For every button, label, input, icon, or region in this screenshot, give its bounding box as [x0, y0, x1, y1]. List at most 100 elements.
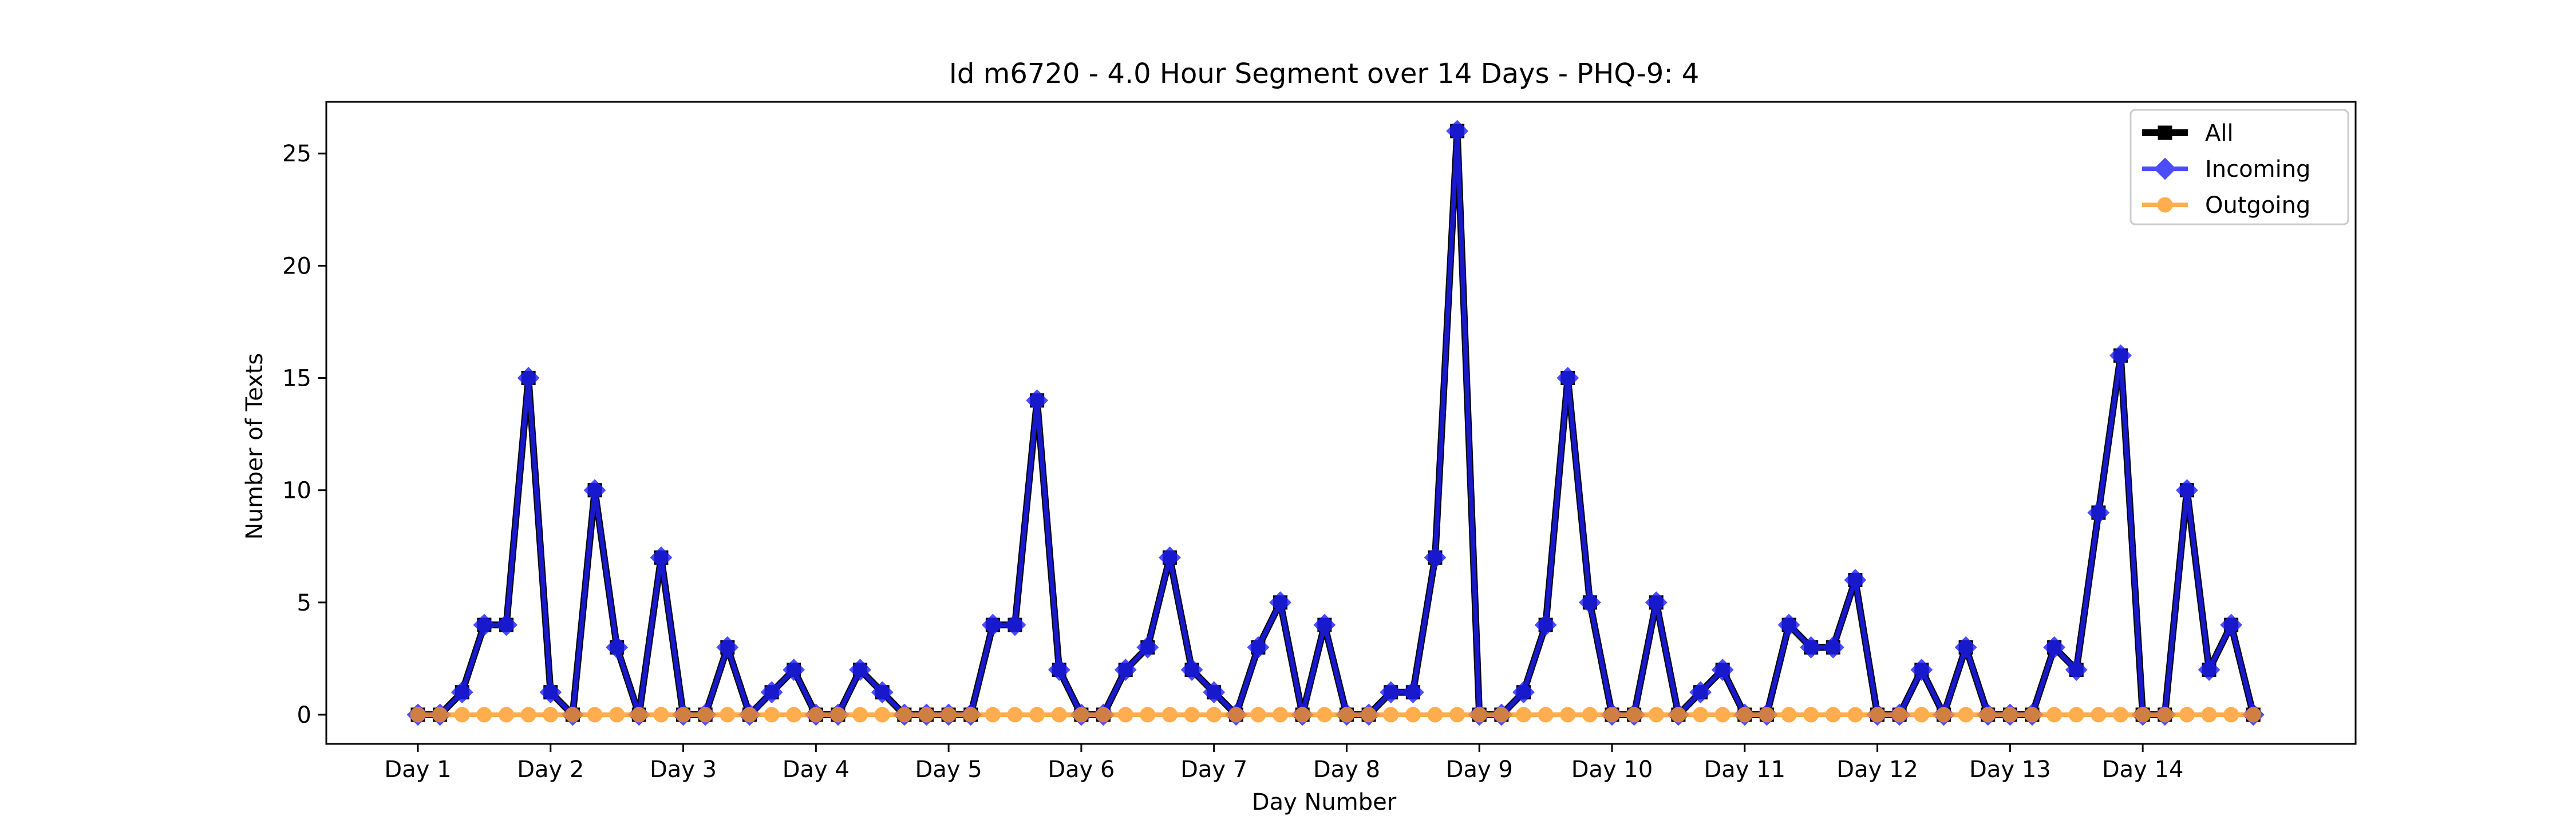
data-point	[1158, 546, 1181, 569]
data-point	[985, 707, 1001, 723]
data-point	[451, 681, 473, 704]
data-point	[741, 707, 757, 723]
data-point	[2223, 707, 2239, 723]
legend-label: Incoming	[2205, 156, 2310, 183]
data-point	[454, 707, 470, 723]
data-point	[1870, 707, 1886, 723]
data-point	[716, 636, 739, 659]
data-point	[1250, 707, 1266, 723]
data-point	[1317, 707, 1333, 723]
data-point	[1689, 681, 1712, 704]
data-point	[587, 707, 603, 723]
data-point	[1825, 707, 1841, 723]
data-point	[410, 707, 426, 723]
x-tick-label: Day 10	[1571, 756, 1653, 783]
data-point	[1449, 707, 1465, 723]
y-axis-ticks: 0 5 10 15 20 25	[282, 141, 326, 728]
data-point	[1954, 636, 1977, 659]
data-point	[2024, 707, 2040, 723]
data-point	[2135, 707, 2151, 723]
data-point	[2046, 707, 2063, 723]
data-point	[871, 681, 894, 704]
data-point	[1247, 636, 1270, 659]
data-point	[2043, 636, 2066, 659]
data-point	[476, 707, 492, 723]
data-point	[1494, 707, 1510, 723]
data-point	[543, 707, 559, 723]
data-point	[2179, 707, 2195, 723]
data-point	[697, 707, 713, 723]
data-point	[1026, 389, 1049, 412]
data-point	[1935, 707, 1951, 723]
x-tick-label: Day 4	[783, 756, 850, 783]
data-point	[1269, 591, 1291, 614]
legend-marker	[2157, 197, 2173, 213]
data-point	[1604, 707, 1620, 723]
data-point	[1670, 707, 1686, 723]
data-point	[874, 707, 890, 723]
y-tick-label: 10	[282, 478, 311, 504]
x-tick-label: Day 2	[517, 756, 584, 783]
data-point	[1117, 707, 1133, 723]
data-point	[473, 613, 496, 636]
x-axis-ticks: Day 1 Day 2 Day 3 Day 4 Day 5 Day 6 Day 7 Day 8…	[384, 744, 2183, 783]
data-point	[1184, 707, 1200, 723]
x-tick-label: Day 8	[1313, 756, 1380, 783]
data-point	[1711, 659, 1734, 681]
data-point	[2113, 707, 2129, 723]
data-point	[517, 367, 540, 389]
legend-item	[2142, 125, 2188, 140]
data-point	[1777, 613, 1800, 636]
y-tick-label: 25	[282, 141, 311, 167]
x-axis-label: Day Number	[1252, 789, 1397, 815]
data-point	[606, 636, 629, 659]
data-point	[1803, 707, 1819, 723]
data-point	[1714, 707, 1730, 723]
data-point	[896, 707, 912, 723]
x-tick-label: Day 3	[650, 756, 717, 783]
data-point	[1203, 681, 1226, 704]
series-line	[418, 128, 2257, 718]
data-point	[653, 707, 669, 723]
series-outgoing	[410, 707, 2261, 723]
data-point	[1648, 707, 1664, 723]
data-point	[2109, 344, 2132, 367]
data-point	[631, 707, 647, 723]
x-tick-label: Day 14	[2102, 756, 2184, 783]
data-point	[1405, 707, 1421, 723]
data-point	[1380, 681, 1402, 704]
data-point	[1800, 636, 1823, 659]
series-all	[410, 124, 2261, 722]
data-point	[675, 707, 692, 723]
legend-label: Outgoing	[2205, 192, 2310, 219]
legend-label: All	[2205, 120, 2234, 146]
data-point	[2065, 659, 2088, 681]
data-point	[1626, 707, 1642, 723]
data-point	[2091, 707, 2107, 723]
data-point	[1029, 707, 1045, 723]
data-point	[1228, 707, 1244, 723]
data-point	[2220, 613, 2243, 636]
data-point	[2175, 479, 2198, 502]
data-point	[1048, 659, 1070, 681]
data-point	[1582, 707, 1598, 723]
x-tick-label: Day 7	[1180, 756, 1247, 783]
y-tick-label: 5	[297, 590, 311, 616]
legend: All Incoming Outgoing	[2129, 109, 2349, 225]
data-point	[786, 707, 802, 723]
x-tick-label: Day 12	[1836, 756, 1918, 783]
data-point	[1273, 707, 1289, 723]
data-point	[1401, 681, 1424, 704]
data-point	[1294, 707, 1310, 723]
data-point	[520, 707, 536, 723]
data-point	[1914, 707, 1930, 723]
data-point	[1140, 707, 1156, 723]
x-tick-label: Day 13	[1969, 756, 2051, 783]
x-tick-label: Day 9	[1446, 756, 1513, 783]
data-point	[1512, 681, 1535, 704]
data-point	[1003, 613, 1026, 636]
data-point	[1361, 707, 1377, 723]
series-incoming	[406, 120, 2265, 726]
data-point	[760, 681, 783, 704]
data-point	[1471, 707, 1487, 723]
